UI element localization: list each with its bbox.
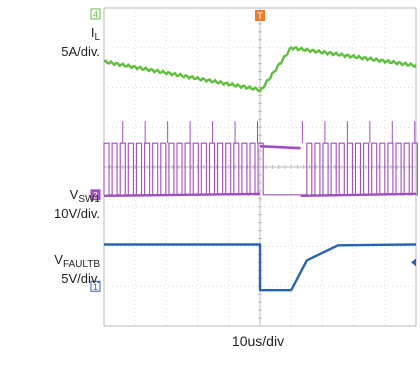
svg-text:4: 4	[93, 9, 98, 19]
channel-marker-il: 4	[90, 8, 101, 20]
trace-vsw1-held	[259, 144, 301, 150]
label-il: IL 5A/div.	[10, 26, 100, 59]
channel-marker-vsw1: 3	[90, 189, 101, 201]
label-il-name: I	[90, 25, 95, 40]
svg-text:1: 1	[93, 282, 98, 292]
trace-vsw1-baseline	[103, 192, 261, 198]
channel-marker-vfaultb: 1	[90, 280, 101, 292]
label-il-scale: 5A/div.	[61, 44, 100, 59]
trace-vsw1	[103, 142, 418, 196]
label-vsw1-name: V	[69, 187, 79, 202]
svg-text:3: 3	[93, 190, 98, 200]
label-il-sub: L	[94, 32, 100, 43]
label-vfaultb-sub: FAULTB	[62, 259, 100, 270]
label-vfaultb-name: V	[54, 252, 63, 267]
trace-vsw1-baseline	[300, 192, 417, 198]
label-vfaultb: VFAULTB 5V/div.	[5, 253, 100, 286]
label-vsw1-scale: 10V/div.	[53, 206, 100, 221]
trace-vfaultb-offset-marker	[411, 258, 416, 267]
label-vsw1: VSW1 10V/div.	[10, 188, 100, 221]
trigger-marker: T	[255, 10, 265, 21]
trace-vfaultb	[104, 243, 417, 292]
time-scale-label: 10us/div	[231, 333, 285, 349]
label-vsw1-sub: SW1	[78, 194, 100, 205]
trace-il	[103, 45, 417, 93]
svg-text:T: T	[257, 11, 263, 21]
label-vfaultb-scale: 5V/div.	[61, 271, 100, 286]
